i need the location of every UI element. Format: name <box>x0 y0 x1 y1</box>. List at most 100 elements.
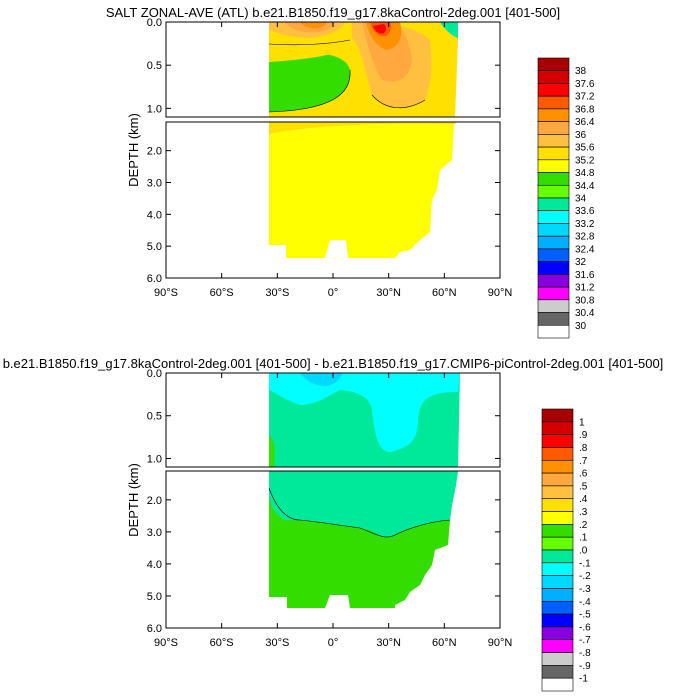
colorbar-label: .2 <box>579 520 588 531</box>
y-tick-label: 2.0 <box>147 495 162 507</box>
colorbar-swatch <box>537 121 570 135</box>
chart2-colorbar: 1 .9 .8 .7 .6.5 .4 .3 .2 .1 .0-.1 -.2 -.3 -.4 -.5-.6 -… <box>541 408 591 692</box>
colorbar-label: .4 <box>579 494 588 505</box>
colorbar-label: 38 <box>575 66 587 77</box>
y-tick-label: 5.0 <box>147 591 162 603</box>
y-tick-label: 2.0 <box>147 146 162 158</box>
colorbar-swatch <box>537 108 570 122</box>
colorbar-swatch <box>541 434 574 448</box>
colorbar-swatch <box>541 562 574 576</box>
x-tick-label: 90°S <box>154 637 178 649</box>
colorbar-swatch <box>537 95 570 110</box>
y-tick-label: 0.0 <box>147 17 162 29</box>
x-tick-label: 0° <box>328 637 339 649</box>
colorbar-label: .7 <box>579 456 588 467</box>
colorbar-swatch <box>537 70 570 84</box>
colorbar-label: 35.2 <box>575 155 595 166</box>
colorbar-swatch <box>541 524 574 538</box>
y-tick-label: 4.0 <box>147 559 162 571</box>
y-tick-label: 6.0 <box>147 623 162 635</box>
colorbar-swatch <box>541 652 574 666</box>
colorbar-swatch <box>537 146 570 161</box>
colorbar-label: 32.8 <box>575 232 595 243</box>
colorbar-label: 31.6 <box>575 270 595 281</box>
colorbar-swatch <box>541 459 574 474</box>
colorbar-label: -.7 <box>579 635 591 646</box>
colorbar-label: 37.2 <box>575 92 595 103</box>
chart1-title: SALT ZONAL-AVE (ATL) b.e21.B1850.f19_g17… <box>106 5 560 20</box>
x-tick-label: 90°S <box>154 287 178 299</box>
colorbar-swatch <box>537 210 570 224</box>
colorbar-label: -.1 <box>579 558 591 569</box>
colorbar-label: -.9 <box>579 661 591 672</box>
x-tick-label: 0° <box>328 287 339 299</box>
colorbar-label: -.2 <box>579 571 591 582</box>
chart1-ylabel: DEPTH (km) <box>126 113 141 187</box>
colorbar-label: 34.4 <box>575 181 595 192</box>
colorbar-label: 36.8 <box>575 104 595 115</box>
colorbar-label: .1 <box>579 533 588 544</box>
colorbar-label: -.8 <box>579 648 591 659</box>
colorbar-label: -.4 <box>579 597 591 608</box>
colorbar-swatch <box>537 248 570 262</box>
colorbar-label: .3 <box>579 507 588 518</box>
colorbar-swatch <box>541 447 574 461</box>
x-tick-label: 30°S <box>265 287 289 299</box>
colorbar-swatch <box>537 83 570 97</box>
colorbar-label: 30.4 <box>575 308 595 319</box>
colorbar-swatch <box>541 536 574 551</box>
chart2-lower-field <box>268 471 458 608</box>
y-tick-label: 1.0 <box>147 453 162 465</box>
colorbar-swatch <box>541 613 574 628</box>
chart2-upper-field <box>269 373 460 467</box>
colorbar-swatch <box>541 498 574 512</box>
colorbar-swatch <box>537 184 570 199</box>
x-tick-label: 60°S <box>210 287 234 299</box>
chart2-title: b.e21.B1850.f19_g17.8kaControl-2deg.001 … <box>3 356 664 371</box>
colorbar-label: 32 <box>575 257 587 268</box>
colorbar-label: 32.4 <box>575 244 595 255</box>
y-tick-label: 1.0 <box>147 103 162 115</box>
colorbar-label: .5 <box>579 481 588 492</box>
colorbar-label: .0 <box>579 546 588 557</box>
colorbar-swatch <box>541 575 574 589</box>
chart1-upper-field <box>268 22 458 117</box>
colorbar-swatch <box>537 299 570 313</box>
y-tick-label: 3.0 <box>147 527 162 539</box>
y-tick-label: 5.0 <box>147 241 162 253</box>
colorbar-label: 33.2 <box>575 219 595 230</box>
y-tick-label: 4.0 <box>147 209 162 221</box>
colorbar-swatch <box>541 665 574 679</box>
colorbar-swatch <box>541 421 574 435</box>
colorbar-label: -1 <box>579 674 588 685</box>
x-tick-label: 30°S <box>265 637 289 649</box>
x-tick-label: 90°N <box>488 637 513 649</box>
chart2-axes: 90°S 60°S 30°S 0° 30°N 60°N 90°N 0.0 0.5 1.0 2.0 3.… <box>147 368 513 649</box>
colorbar-swatch <box>541 588 574 602</box>
colorbar-label: 31.2 <box>575 283 595 294</box>
x-tick-label: 30°N <box>376 287 401 299</box>
colorbar-swatch <box>537 324 570 339</box>
chart2-ylabel: DEPTH (km) <box>126 463 141 537</box>
colorbar-label: 34 <box>575 194 587 205</box>
colorbar-label: 36.4 <box>575 117 595 128</box>
colorbar-swatch <box>537 274 570 288</box>
x-tick-label: 60°N <box>432 287 457 299</box>
colorbar-label: .6 <box>579 469 588 480</box>
colorbar-label: 36 <box>575 130 587 141</box>
colorbar-label: -.5 <box>579 610 591 621</box>
x-tick-label: 90°N <box>488 287 513 299</box>
colorbar-swatch <box>537 235 570 250</box>
colorbar-label: 30 <box>575 321 587 332</box>
x-tick-label: 30°N <box>376 637 401 649</box>
colorbar-swatch <box>541 549 574 564</box>
colorbar-swatch <box>541 472 574 487</box>
colorbar-label: 37.6 <box>575 79 595 90</box>
colorbar-swatch <box>541 626 574 641</box>
colorbar-label: -.3 <box>579 584 591 595</box>
colorbar-label: .9 <box>579 430 588 441</box>
colorbar-swatch <box>537 57 570 72</box>
chart1-lower-field <box>269 122 458 258</box>
chart1-colorbar: 3837.637.236.836.43635.635.234.834.43433… <box>537 57 595 339</box>
